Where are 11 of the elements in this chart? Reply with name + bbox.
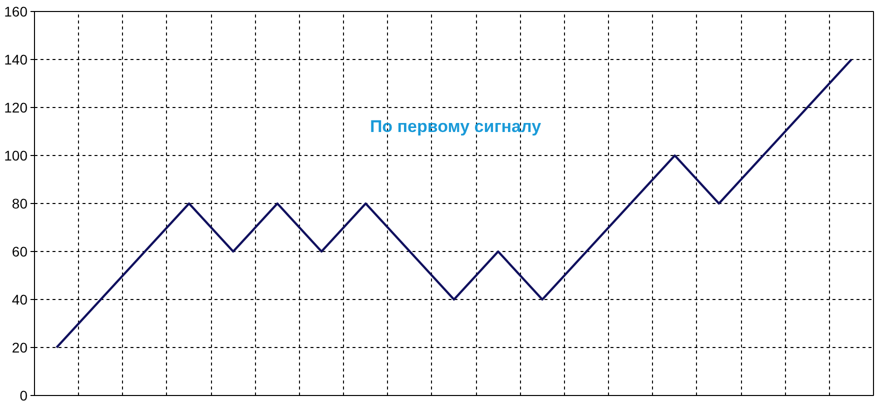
y-tick-label: 20 [12, 340, 28, 356]
y-tick-label: 80 [12, 196, 28, 212]
y-tick-label: 60 [12, 244, 28, 260]
y-tick-label: 120 [4, 100, 28, 116]
y-tick-label: 100 [4, 148, 28, 164]
y-tick-label: 0 [20, 388, 28, 404]
line-series [55, 58, 853, 349]
text: По первому сигналу [370, 117, 542, 136]
y-tick-label: 160 [4, 4, 28, 20]
y-tick-label: 140 [4, 52, 28, 68]
y-tick-label: 40 [12, 292, 28, 308]
